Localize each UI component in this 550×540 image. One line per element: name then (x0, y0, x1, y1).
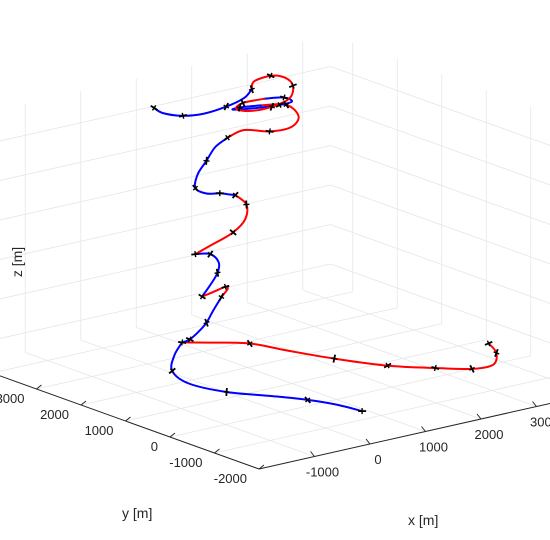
trajectory-segment (181, 296, 223, 344)
grid-line (0, 263, 331, 339)
grid-line (0, 66, 331, 142)
grid-line (330, 105, 550, 186)
trajectory-segment (170, 341, 364, 413)
y-tick-label: 1000 (85, 423, 114, 438)
grid-line (247, 302, 537, 407)
x-axis-label: x [m] (408, 512, 438, 528)
grid-line (0, 224, 331, 300)
aircraft-marker (265, 128, 274, 135)
aircraft-marker (214, 268, 221, 277)
x-tick-mark (365, 438, 371, 445)
aircraft-marker (239, 98, 246, 107)
aircraft-marker (243, 200, 250, 209)
aircraft-marker (229, 229, 237, 236)
aircraft-marker (191, 251, 200, 258)
y-tick-label: -1000 (169, 455, 202, 470)
grid-line (330, 224, 550, 304)
y-tick-mark (125, 416, 131, 422)
aircraft-marker (207, 250, 214, 258)
y-tick-mark (80, 400, 87, 406)
y-tick-label: 2000 (40, 407, 69, 422)
axes-layer (0, 375, 550, 470)
aircraft-marker (268, 102, 275, 111)
aircraft-marker (266, 72, 275, 79)
x-tick-mark (310, 451, 315, 457)
aircraft-marker (231, 191, 239, 199)
series-layer (153, 74, 498, 413)
aircraft-marker (203, 156, 210, 165)
aircraft-marker (304, 396, 312, 404)
grid-line (0, 145, 331, 221)
grid-line (330, 184, 550, 265)
grid-line (25, 352, 315, 457)
aircraft-marker (493, 348, 500, 357)
aircraft-marker (358, 408, 367, 415)
trajectory-segment (235, 74, 295, 112)
trajectory-segment (153, 88, 253, 117)
grid-line (330, 263, 550, 344)
aircraft-marker (192, 184, 199, 192)
aircraft-marker (236, 103, 243, 112)
y-tick-mark (36, 384, 42, 390)
grid-line (214, 377, 550, 454)
y-tick-mark (214, 448, 220, 454)
grid-line (330, 145, 550, 225)
x-tick-label: 3000 (530, 415, 550, 430)
x-tick-mark (476, 413, 482, 420)
x-axis-line (258, 402, 550, 470)
aircraft-marker (215, 190, 224, 197)
aircraft-marker (223, 387, 230, 397)
grid-line (0, 184, 331, 260)
aircraft-marker (223, 134, 232, 141)
grid-line (136, 327, 426, 432)
aircraft-marker (288, 82, 297, 89)
aircraft-marker (279, 94, 289, 101)
aircraft-marker (218, 293, 225, 301)
y-tick-label: 0 (151, 439, 158, 454)
x-tick-label: 0 (374, 452, 381, 467)
y-axis-line (0, 375, 260, 470)
aircraft-marker (246, 339, 253, 348)
x-tick-label: -1000 (306, 465, 339, 480)
ticks-layer: -100001000200030004000-2000-100001000200… (0, 384, 550, 486)
x-tick-mark (421, 426, 426, 432)
x-tick-label: 1000 (419, 440, 448, 455)
aircraft-marker (331, 354, 338, 363)
y-tick-mark (258, 464, 265, 470)
grid-line (191, 314, 482, 420)
aircraft-marker (275, 102, 284, 108)
aircraft-marker (198, 293, 206, 300)
aircraft-marker (185, 336, 194, 343)
aircraft-marker (248, 85, 255, 94)
aircraft-marker (203, 318, 210, 327)
x-tick-label: 2000 (475, 427, 504, 442)
aircraft-marker (168, 367, 176, 375)
y-tick-label: 3000 (0, 391, 25, 406)
aircraft-marker (283, 100, 290, 109)
aircraft-marker (484, 340, 493, 347)
grid-line (125, 339, 487, 422)
aircraft-marker (178, 339, 187, 346)
y-axis-label: y [m] (122, 505, 152, 521)
aircraft-marker (469, 364, 475, 373)
aircraft-marker (223, 102, 230, 111)
aircraft-marker (178, 112, 188, 119)
aircraft-marker (431, 364, 440, 372)
grid-line (80, 323, 442, 406)
grid-line (36, 307, 398, 390)
trajectory-segment (193, 136, 237, 197)
grid-line (0, 105, 331, 181)
marker-layer (150, 72, 500, 415)
grid-line (302, 289, 550, 380)
z-axis-label: z [m] (9, 247, 25, 277)
aircraft-marker (150, 104, 158, 111)
y-tick-mark (169, 432, 176, 438)
aircraft-marker (383, 362, 392, 369)
x-tick-mark (532, 401, 537, 407)
grid-line (330, 66, 550, 146)
y-tick-label: -2000 (214, 471, 247, 486)
grid-line (0, 291, 353, 372)
aircraft-marker (221, 283, 230, 290)
